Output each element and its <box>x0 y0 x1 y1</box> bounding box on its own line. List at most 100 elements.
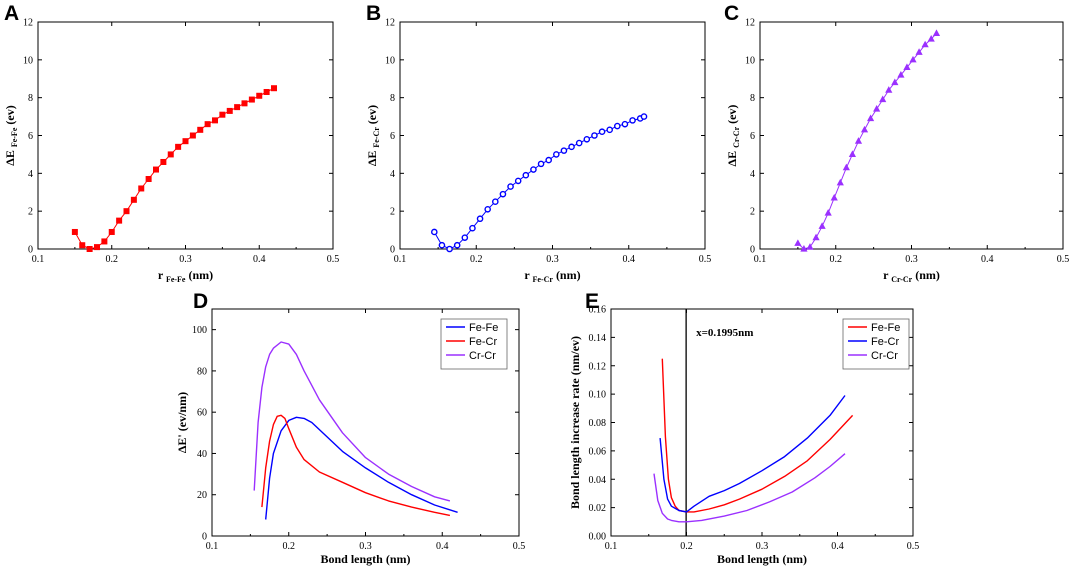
x-tick-label: 0.5 <box>907 541 920 552</box>
data-point-circle <box>629 117 636 124</box>
x-tick-label: 0.3 <box>359 541 372 552</box>
series-line-fe-cr <box>261 414 451 517</box>
data-point-circle <box>469 224 476 232</box>
data-point-triangle <box>836 178 844 186</box>
y-tick-label: 40 <box>197 449 207 460</box>
data-point-circle <box>484 205 491 213</box>
data-point-circle <box>560 147 568 154</box>
y-tick-label: 0 <box>202 532 207 543</box>
legend: Fe-Fe Fe-Cr Cr-Cr <box>440 318 508 370</box>
x-tick-label: 0.5 <box>327 254 340 265</box>
y-tick-label: 10 <box>385 55 395 66</box>
x-tick-label: 0.5 <box>513 541 526 552</box>
y-axis-label-main: ΔE <box>3 147 17 166</box>
x-tick-label: 0.4 <box>253 254 266 265</box>
y-axis-label-unit: (ev) <box>3 105 17 124</box>
x-tick-label: 0.4 <box>831 541 844 552</box>
data-point-circle <box>507 183 514 190</box>
plot-frame <box>759 21 1064 250</box>
data-point-triangle <box>909 55 917 63</box>
data-point-circle <box>537 160 545 168</box>
data-point-square <box>167 151 174 158</box>
data-point-circle <box>476 215 484 223</box>
data-point-circle <box>614 122 621 130</box>
data-point-circle <box>575 139 583 147</box>
x-axis-label-unit: (nm) <box>188 268 213 282</box>
y-axis-label: Bond length increase rate (nm/ev) <box>568 336 582 509</box>
data-point-square <box>271 85 277 92</box>
legend-label-cr-cr: Cr-Cr <box>871 350 898 362</box>
x-tick-label: 0.3 <box>546 254 559 265</box>
data-point-triangle <box>873 105 881 112</box>
panel-letter-e: E <box>585 290 599 313</box>
legend-label-fe-fe: Fe-Fe <box>871 322 900 334</box>
data-point-triangle <box>848 150 857 158</box>
data-point-triangle <box>927 35 935 42</box>
x-tick-label: 0.4 <box>436 541 449 552</box>
x-axis-label-sub: Fe-Fe <box>166 275 186 284</box>
data-point-triangle <box>866 114 875 122</box>
data-point-square <box>101 238 108 245</box>
x-tick-label: 0.1 <box>605 541 618 552</box>
y-tick-label: 0.00 <box>589 532 607 543</box>
y-axis-label-sub: Fe-Cr <box>372 127 381 148</box>
series-line-fe-fe <box>661 358 854 513</box>
data-point-square <box>212 117 218 124</box>
y-axis-label-main: ΔE <box>725 148 739 167</box>
series-line-fe-fe <box>265 416 458 520</box>
data-point-circle <box>446 245 453 253</box>
panel-letter-b: B <box>366 2 381 25</box>
y-tick-label: 4 <box>750 169 755 180</box>
panel-d: D 0.1 0.2 0.3 0.4 0.5 0 20 40 60 80 100 Bond length … <box>175 290 525 566</box>
series-line-fe-cr <box>659 395 846 513</box>
series-line-cr-cr <box>253 341 451 502</box>
x-tick-label: 0.4 <box>623 254 636 265</box>
data-point-triangle <box>879 95 887 103</box>
data-point-square <box>256 92 263 99</box>
x-axis-label-main: r <box>158 268 166 282</box>
y-axis-label: ΔE' (ev/nm) <box>175 392 189 453</box>
data-point-square <box>71 228 78 235</box>
data-point-square <box>108 228 115 235</box>
x-tick-label: 0.4 <box>981 254 994 265</box>
y-axis-label-sub: Cr-Cr <box>732 126 741 147</box>
y-tick-label: 20 <box>197 490 207 501</box>
y-tick-label: 8 <box>390 93 395 104</box>
plot-frame <box>37 21 334 250</box>
y-tick-label: 0 <box>390 245 395 256</box>
data-point-circle <box>522 171 530 179</box>
data-point-circle <box>453 241 461 249</box>
x-tick-label: 0.3 <box>756 541 769 552</box>
x-tick-label: 0.1 <box>32 254 45 265</box>
y-tick-label: 8 <box>750 93 755 104</box>
x-axis-label-main: r <box>524 268 532 282</box>
x-tick-label: 0.2 <box>830 254 843 265</box>
y-tick-label: 2 <box>28 207 33 218</box>
data-point-circle <box>431 228 438 236</box>
x-axis-label-unit: (nm) <box>915 268 940 282</box>
data-point-circle <box>492 198 499 206</box>
y-tick-label: 0.16 <box>589 305 607 316</box>
legend-label-fe-cr: Fe-Cr <box>871 336 899 348</box>
data-point-square <box>175 143 182 150</box>
x-tick-label: 0.2 <box>283 541 296 552</box>
x-axis-label: Bond length (nm) <box>717 552 807 566</box>
y-tick-label: 2 <box>750 207 755 218</box>
legend-label-cr-cr: Cr-Cr <box>469 350 496 362</box>
y-tick-label: 10 <box>745 55 755 66</box>
y-tick-label: 6 <box>28 131 33 142</box>
data-point-circle <box>545 156 552 164</box>
y-axis-label-sub: Fe-Fe <box>10 127 19 147</box>
data-point-square <box>79 242 86 249</box>
data-point-square <box>116 217 123 224</box>
data-point-square <box>182 138 189 145</box>
data-point-square <box>234 104 241 111</box>
data-point-triangle <box>903 63 911 70</box>
series-line-cr-cr <box>653 453 846 523</box>
x-axis-label: Bond length (nm) <box>320 552 410 566</box>
x-axis-label: r Fe-Fe (nm) <box>158 268 213 284</box>
x-tick-label: 0.2 <box>470 254 483 265</box>
x-tick-label: 0.1 <box>754 254 767 265</box>
